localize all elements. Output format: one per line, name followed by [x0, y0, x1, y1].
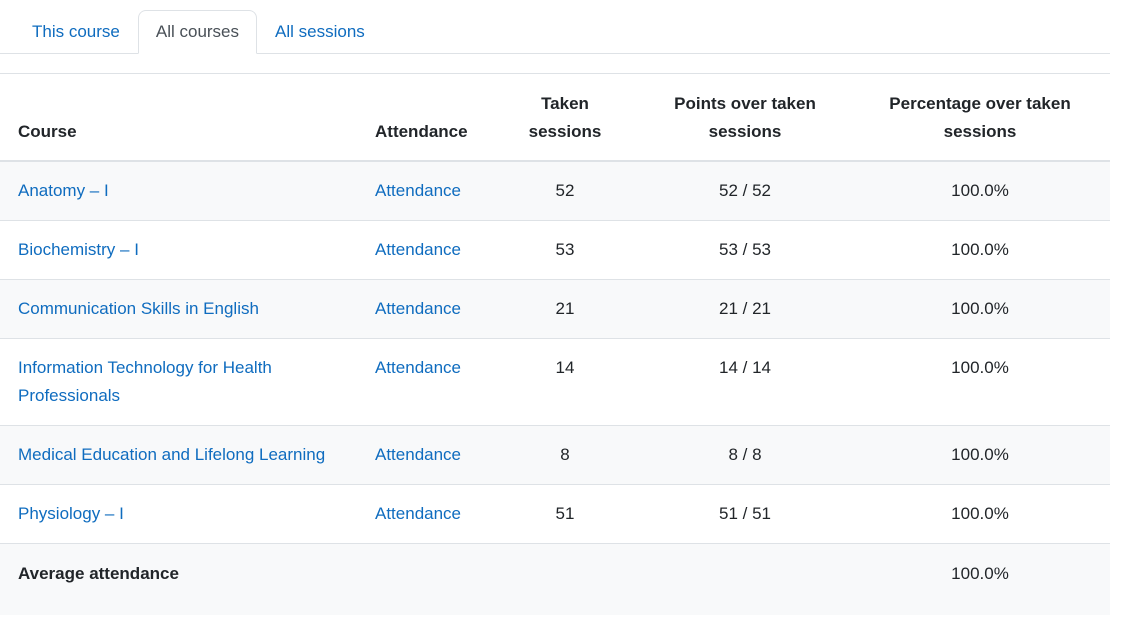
footer-empty-cell	[640, 543, 850, 615]
tab-this-course-link[interactable]: This course	[32, 22, 120, 41]
course-link[interactable]: Biochemistry – I	[18, 240, 139, 259]
header-percentage-over-taken-label: Percentage over taken sessions	[889, 94, 1071, 141]
points-value: 14 / 14	[640, 338, 850, 426]
course-link[interactable]: Medical Education and Lifelong Learning	[18, 445, 326, 464]
course-cell: Communication Skills in English	[0, 279, 363, 339]
points-value: 51 / 51	[640, 484, 850, 544]
course-link[interactable]: Information Technology for Health Profes…	[18, 358, 272, 405]
percentage-value: 100.0%	[850, 220, 1110, 280]
course-link[interactable]: Physiology – I	[18, 504, 124, 523]
attendance-link[interactable]: Attendance	[375, 504, 462, 523]
taken-sessions-value: 21	[490, 279, 640, 339]
percentage-value: 100.0%	[850, 425, 1110, 485]
attendance-link[interactable]: Attendance	[375, 240, 462, 259]
header-points-over-taken: Points over taken sessions	[640, 73, 850, 162]
taken-sessions-value: 51	[490, 484, 640, 544]
table-row: Anatomy – I Attendance 52 52 / 52 100.0%	[0, 160, 1110, 221]
average-attendance-label: Average attendance	[0, 543, 363, 615]
course-cell: Physiology – I	[0, 484, 363, 544]
attendance-cell: Attendance	[363, 484, 490, 544]
header-course: Course	[0, 73, 363, 162]
course-cell: Biochemistry – I	[0, 220, 363, 280]
header-row: Course Attendance Taken sessions Points …	[0, 73, 1110, 162]
tab-all-courses-link[interactable]: All courses	[137, 10, 258, 54]
header-attendance: Attendance	[363, 73, 490, 162]
header-taken-sessions-label: Taken sessions	[528, 94, 602, 141]
table-row: Communication Skills in English Attendan…	[0, 279, 1110, 339]
header-points-over-taken-label: Points over taken sessions	[674, 94, 816, 141]
taken-sessions-value: 8	[490, 425, 640, 485]
tab-this-course: This course	[14, 10, 138, 54]
tab-all-sessions-link[interactable]: All sessions	[275, 22, 365, 41]
points-value: 21 / 21	[640, 279, 850, 339]
table-header: Course Attendance Taken sessions Points …	[0, 73, 1110, 162]
attendance-link[interactable]: Attendance	[375, 299, 462, 318]
points-value: 52 / 52	[640, 160, 850, 221]
course-cell: Medical Education and Lifelong Learning	[0, 425, 363, 485]
attendance-cell: Attendance	[363, 220, 490, 280]
attendance-cell: Attendance	[363, 425, 490, 485]
percentage-value: 100.0%	[850, 160, 1110, 221]
points-value: 53 / 53	[640, 220, 850, 280]
table-row: Medical Education and Lifelong Learning …	[0, 425, 1110, 485]
attendance-table: Course Attendance Taken sessions Points …	[0, 73, 1110, 615]
percentage-value: 100.0%	[850, 279, 1110, 339]
course-link[interactable]: Communication Skills in English	[18, 299, 259, 318]
header-course-label: Course	[18, 122, 77, 141]
percentage-value: 100.0%	[850, 484, 1110, 544]
header-attendance-label: Attendance	[375, 122, 468, 141]
taken-sessions-value: 53	[490, 220, 640, 280]
attendance-cell: Attendance	[363, 279, 490, 339]
tab-all-sessions: All sessions	[257, 10, 383, 54]
average-percentage-value: 100.0%	[850, 543, 1110, 615]
attendance-cell: Attendance	[363, 338, 490, 426]
attendance-link[interactable]: Attendance	[375, 358, 462, 377]
course-link[interactable]: Anatomy – I	[18, 181, 109, 200]
attendance-cell: Attendance	[363, 160, 490, 221]
points-value: 8 / 8	[640, 425, 850, 485]
table-row: Information Technology for Health Profes…	[0, 338, 1110, 426]
taken-sessions-value: 14	[490, 338, 640, 426]
taken-sessions-value: 52	[490, 160, 640, 221]
header-taken-sessions: Taken sessions	[490, 73, 640, 162]
summary-row: Average attendance 100.0%	[0, 543, 1110, 615]
tab-all-courses: All courses	[137, 10, 258, 54]
percentage-value: 100.0%	[850, 338, 1110, 426]
attendance-link[interactable]: Attendance	[375, 445, 462, 464]
course-cell: Information Technology for Health Profes…	[0, 338, 363, 426]
footer-empty-cell	[490, 543, 640, 615]
table-row: Physiology – I Attendance 51 51 / 51 100…	[0, 484, 1110, 544]
course-cell: Anatomy – I	[0, 160, 363, 221]
report-tabs: This course All courses All sessions	[0, 10, 1110, 54]
footer-empty-cell	[363, 543, 490, 615]
attendance-link[interactable]: Attendance	[375, 181, 462, 200]
header-percentage-over-taken: Percentage over taken sessions	[850, 73, 1110, 162]
table-row: Biochemistry – I Attendance 53 53 / 53 1…	[0, 220, 1110, 280]
table-body: Anatomy – I Attendance 52 52 / 52 100.0%…	[0, 160, 1110, 544]
table-footer: Average attendance 100.0%	[0, 543, 1110, 615]
